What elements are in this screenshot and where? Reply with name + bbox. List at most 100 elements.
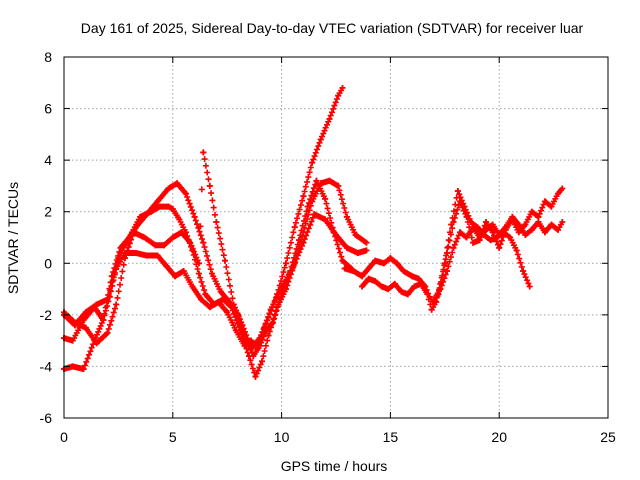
series-track-c <box>61 84 346 352</box>
data-point <box>200 149 207 156</box>
data-point <box>226 299 233 305</box>
data-point <box>311 211 318 218</box>
data-point <box>261 324 268 331</box>
data-point <box>222 257 228 264</box>
data-point <box>507 234 514 241</box>
data-point <box>341 265 348 272</box>
data-point <box>176 216 183 223</box>
y-tick-label: 8 <box>44 49 52 65</box>
data-point <box>365 275 372 282</box>
y-tick-label: -4 <box>40 358 53 374</box>
data-point <box>267 306 274 313</box>
data-point <box>165 185 172 192</box>
data-point <box>476 234 483 241</box>
data-point <box>450 244 457 251</box>
data-point <box>100 317 107 323</box>
data-point <box>291 224 298 231</box>
data-point <box>232 327 239 334</box>
data-point <box>372 257 379 264</box>
y-axis-label: SDTVAR / TECUs <box>5 182 21 294</box>
data-point <box>82 324 89 331</box>
data-point <box>71 322 78 329</box>
data-point <box>526 283 533 290</box>
data-point <box>248 337 255 344</box>
data-point <box>154 252 161 259</box>
data-point <box>363 239 370 246</box>
data-point <box>548 203 555 210</box>
data-point <box>489 229 496 236</box>
x-axis-label: GPS time / hours <box>281 458 388 474</box>
data-point <box>82 309 89 316</box>
data-point <box>339 257 346 264</box>
data-point <box>339 84 346 91</box>
x-tick-label: 15 <box>383 429 399 445</box>
data-point <box>130 229 137 236</box>
data-point <box>189 283 196 290</box>
data-point <box>335 92 342 99</box>
data-point <box>463 213 470 220</box>
data-point <box>154 198 161 205</box>
data-point <box>326 177 333 184</box>
data-point <box>380 260 387 267</box>
data-point <box>457 229 463 236</box>
data-point <box>470 239 477 246</box>
data-point <box>209 270 215 277</box>
data-point <box>132 250 139 256</box>
data-point <box>104 329 111 336</box>
data-point <box>417 280 424 287</box>
data-point <box>535 213 542 220</box>
data-point <box>182 190 189 197</box>
data-point <box>541 229 548 236</box>
data-point <box>322 195 329 202</box>
data-point <box>343 244 350 251</box>
data-point <box>335 182 342 189</box>
data-point <box>387 255 394 262</box>
data-point <box>200 239 207 246</box>
data-point <box>156 203 163 210</box>
data-point <box>359 283 366 290</box>
data-point <box>502 224 509 231</box>
data-point <box>489 221 496 228</box>
data-point <box>409 273 416 280</box>
data-point <box>424 291 431 298</box>
series-track-d <box>61 211 370 352</box>
data-point <box>513 247 520 254</box>
data-point <box>69 363 76 370</box>
data-point <box>463 234 470 241</box>
data-point <box>169 234 176 241</box>
data-point <box>555 190 561 197</box>
data-point <box>528 226 535 233</box>
data-point <box>198 296 205 303</box>
data-point <box>217 288 224 295</box>
data-point <box>265 332 272 339</box>
x-tick-label: 20 <box>491 429 507 445</box>
data-point <box>528 208 535 215</box>
x-tick-label: 25 <box>600 429 616 445</box>
data-point <box>363 247 370 254</box>
data-point <box>117 244 124 251</box>
data-point <box>121 250 128 256</box>
y-tick-label: 4 <box>44 152 52 168</box>
data-point <box>548 221 555 228</box>
data-point <box>317 136 324 143</box>
data-point <box>289 265 296 272</box>
data-point <box>385 286 392 293</box>
series-track-g <box>430 213 566 303</box>
data-point <box>143 252 150 259</box>
data-point <box>450 219 457 225</box>
data-point <box>509 213 516 220</box>
data-point <box>113 301 120 308</box>
data-point <box>522 231 529 238</box>
data-point <box>555 226 561 233</box>
plot-frame <box>63 56 609 419</box>
y-tick-label: 0 <box>44 255 52 271</box>
y-tick-label: -6 <box>40 410 53 426</box>
data-point <box>163 262 170 269</box>
data-point <box>483 219 490 225</box>
data-point <box>444 268 450 274</box>
data-point <box>195 260 202 267</box>
data-point <box>230 301 237 308</box>
grid <box>64 57 608 418</box>
data-point <box>195 270 202 277</box>
